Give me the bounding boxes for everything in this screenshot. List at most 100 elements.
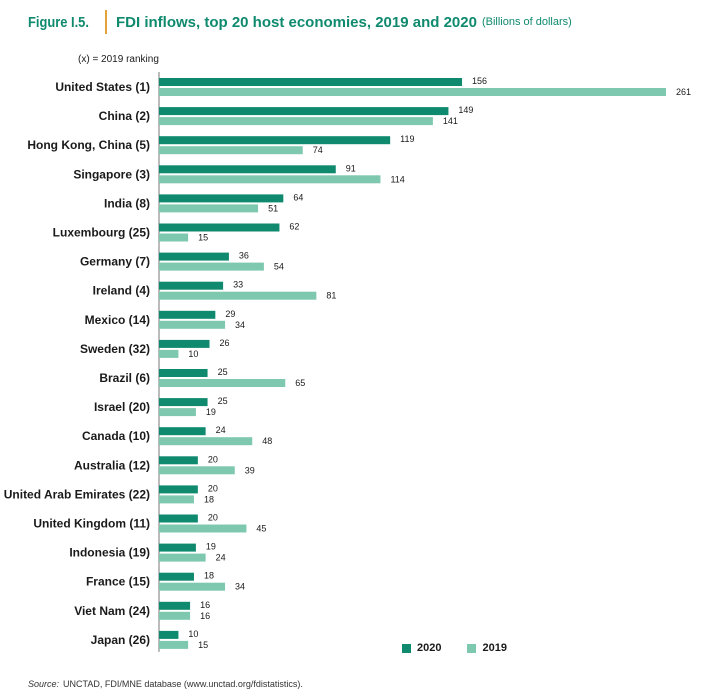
bar-2019 [159, 262, 264, 271]
bar-2020 [159, 456, 198, 465]
bar-2020 [159, 165, 336, 174]
category-label: Germany (7) [80, 255, 150, 269]
bar-2019 [159, 582, 226, 591]
value-label-2019: 15 [198, 233, 208, 243]
source-text: UNCTAD, FDI/MNE database (www.unctad.org… [63, 679, 303, 689]
category-label: United Arab Emirates (22) [4, 487, 150, 501]
value-label-2020: 19 [206, 542, 216, 552]
bar-2020 [159, 369, 208, 377]
value-label-2019: 81 [326, 291, 336, 301]
bar-2020 [159, 485, 198, 494]
value-label-2020: 64 [293, 192, 303, 202]
bar-2019 [159, 88, 666, 96]
bar-2019 [159, 553, 206, 562]
bar-2019 [159, 379, 286, 387]
value-label-2020: 20 [208, 483, 218, 493]
bar-2020 [159, 427, 206, 436]
bar-2020 [159, 514, 198, 523]
bar-2020 [159, 398, 208, 407]
bar-2020 [159, 107, 449, 116]
bar-2020 [159, 630, 179, 639]
bar-2019 [159, 408, 196, 417]
category-label: Australia (12) [74, 458, 150, 472]
figure-subtitle: (Billions of dollars) [481, 16, 572, 28]
category-label: Viet Nam (24) [74, 604, 150, 618]
value-label-2020: 20 [208, 513, 218, 523]
bar-2019 [159, 349, 179, 358]
bar-2019 [159, 611, 191, 620]
bar-2020 [159, 601, 191, 610]
category-label: Luxembourg (25) [53, 226, 150, 240]
bar-2019 [159, 233, 189, 242]
value-label-2019: 261 [676, 87, 691, 97]
category-label: United States (1) [55, 80, 150, 94]
value-label-2019: 114 [390, 174, 404, 184]
value-label-2019: 18 [204, 494, 214, 504]
bar-2019 [159, 291, 317, 300]
bar-2020 [159, 543, 196, 552]
category-label: Singapore (3) [73, 167, 150, 181]
legend-swatch-2020 [402, 643, 411, 653]
bar-2019 [159, 175, 381, 184]
category-label: United Kingdom (11) [33, 517, 150, 531]
bar-2019 [159, 466, 235, 475]
legend-label-2019: 2019 [482, 642, 507, 654]
figure-number: Figure I.5. [28, 13, 89, 31]
value-label-2019: 34 [235, 582, 245, 592]
legend-item-2019: 2019 [467, 642, 507, 654]
ranking-note: (x) = 2019 ranking [78, 54, 159, 65]
category-label: Israel (20) [94, 400, 150, 414]
bar-2020 [159, 281, 224, 290]
header-separator [105, 10, 107, 34]
value-label-2019: 65 [295, 378, 305, 388]
value-label-2020: 25 [218, 367, 228, 377]
category-label: Canada (10) [82, 429, 150, 443]
value-label-2019: 19 [206, 407, 216, 417]
category-label: Indonesia (19) [69, 546, 150, 560]
value-label-2019: 74 [313, 145, 323, 155]
value-label-2019: 141 [443, 116, 458, 126]
bar-2020 [159, 78, 463, 86]
bar-2020 [159, 572, 194, 581]
value-label-2019: 34 [235, 320, 245, 330]
bar-2019 [159, 640, 189, 649]
source-note: Source: UNCTAD, FDI/MNE database (www.unc… [28, 679, 303, 689]
value-label-2019: 16 [200, 611, 210, 621]
legend-label-2020: 2020 [417, 642, 442, 654]
value-label-2020: 10 [188, 629, 198, 639]
legend-swatch-2019 [467, 643, 477, 653]
category-label: Ireland (4) [93, 284, 150, 298]
bar-2019 [159, 146, 303, 155]
category-label: Hong Kong, China (5) [27, 138, 150, 152]
category-label: Sweden (32) [80, 342, 150, 356]
value-label-2020: 16 [200, 600, 210, 610]
value-label-2020: 20 [208, 454, 218, 464]
value-label-2020: 24 [216, 425, 226, 435]
category-label: China (2) [99, 109, 150, 123]
category-label: India (8) [104, 196, 150, 210]
legend-item-2020: 2020 [402, 642, 441, 654]
bar-2019 [159, 204, 259, 213]
bar-2019 [159, 320, 226, 329]
value-label-2020: 149 [458, 105, 473, 115]
value-label-2020: 18 [204, 571, 214, 581]
bar-2019 [159, 117, 433, 126]
legend: 2020 2019 [402, 642, 533, 654]
value-label-2019: 15 [198, 640, 208, 650]
value-label-2020: 26 [220, 338, 230, 348]
value-label-2019: 39 [245, 465, 255, 475]
bar-2020 [159, 136, 391, 145]
value-label-2020: 119 [400, 134, 414, 144]
value-label-2019: 48 [262, 436, 272, 446]
bar-2019 [159, 495, 194, 504]
category-label: France (15) [86, 575, 150, 589]
source-label: Source: [28, 679, 60, 689]
bar-2019 [159, 437, 253, 446]
category-label: Brazil (6) [99, 371, 150, 385]
value-label-2019: 51 [268, 203, 278, 213]
value-label-2019: 45 [256, 524, 266, 534]
bar-2019 [159, 524, 247, 533]
value-label-2020: 25 [218, 396, 228, 406]
category-label: Mexico (14) [85, 313, 150, 327]
